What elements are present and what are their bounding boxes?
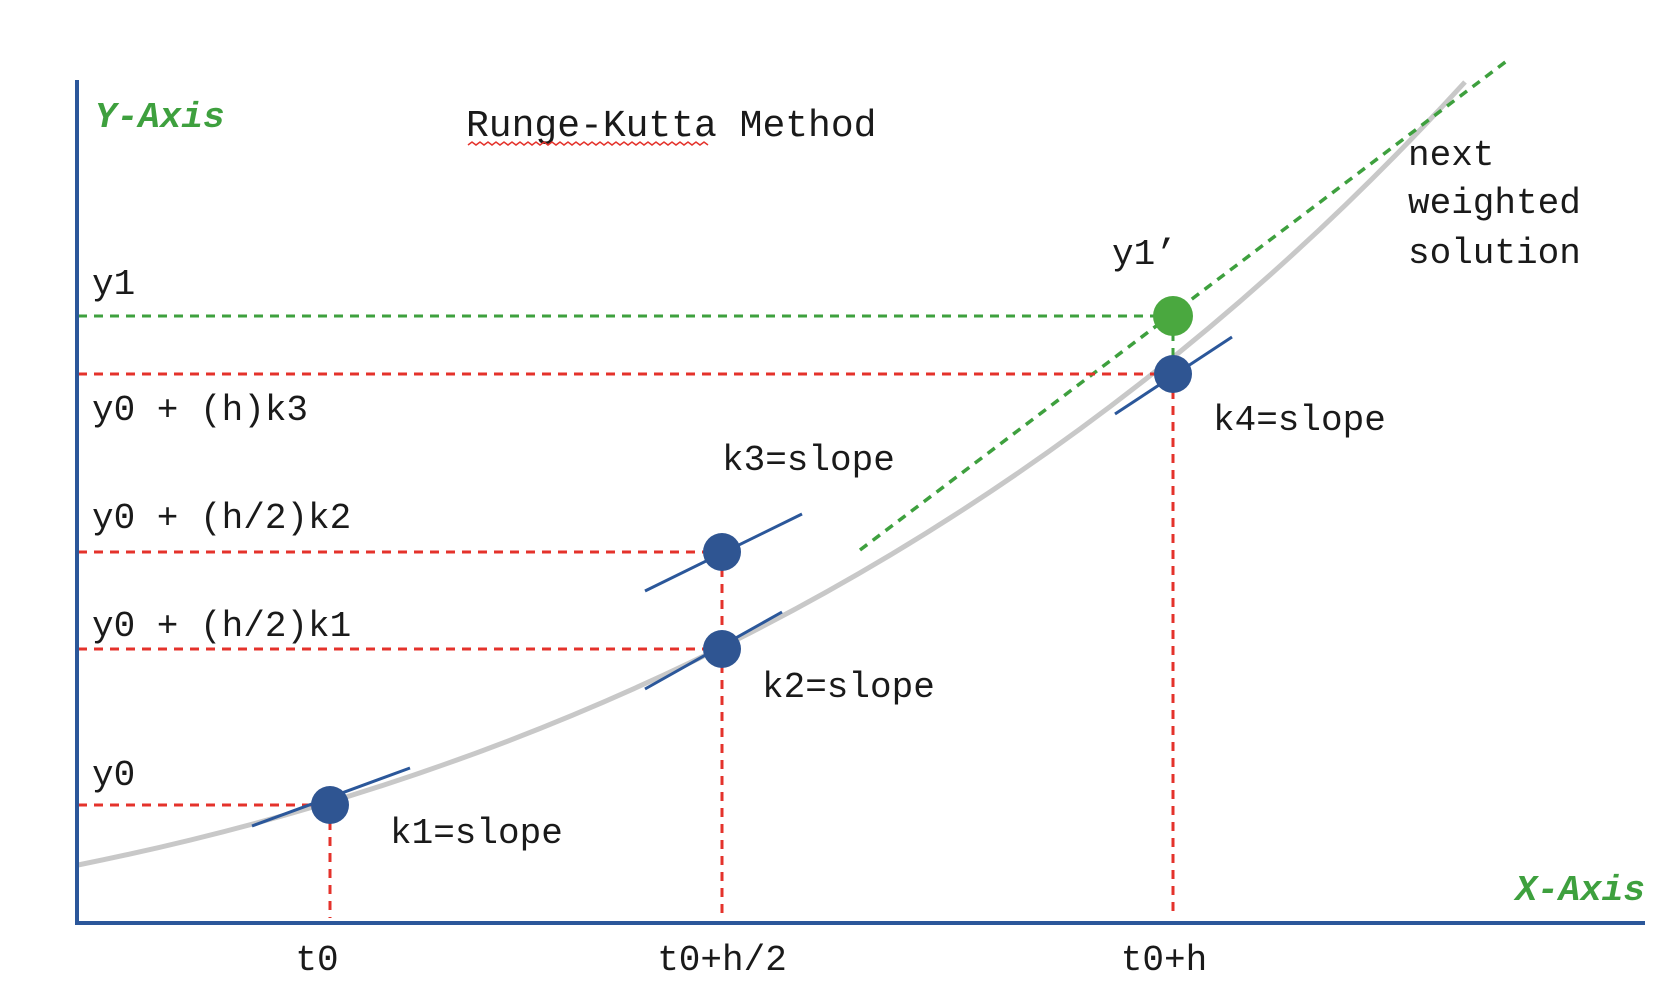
k3-point <box>703 533 741 571</box>
y1-label: y1 <box>92 264 135 305</box>
spellcheck-underline <box>467 141 709 146</box>
k2-slope-label: k2=slope <box>762 667 935 708</box>
diagram-title: Runge-Kutta Method <box>466 105 876 148</box>
k1-point <box>311 786 349 824</box>
x-axis-name: X-Axis <box>1513 870 1645 911</box>
y0-h-k3-label: y0 + (h)k3 <box>92 390 308 431</box>
next-solution-label-line-3: solution <box>1408 233 1581 274</box>
next-solution-label-line-2: weighted <box>1408 183 1581 224</box>
y0-label: y0 <box>92 755 135 796</box>
y-axis-name: Y-Axis <box>95 97 225 138</box>
y0-h2-k2-label: y0 + (h/2)k2 <box>92 498 351 539</box>
k3-slope-label: k3=slope <box>722 440 895 481</box>
k2-point <box>703 630 741 668</box>
k4-slope-label: k4=slope <box>1213 400 1386 441</box>
t0-half-label: t0+h/2 <box>657 940 787 981</box>
y0-h2-k1-label: y0 + (h/2)k1 <box>92 606 351 647</box>
t0-h-label: t0+h <box>1121 940 1207 981</box>
t0-label: t0 <box>295 940 338 981</box>
next-solution-label-line-1: next <box>1408 135 1494 176</box>
k1-slope-label: k1=slope <box>390 813 563 854</box>
y1-result-point <box>1153 296 1193 336</box>
y1-prime-label: y1’ <box>1112 234 1177 275</box>
k4-point <box>1154 355 1192 393</box>
